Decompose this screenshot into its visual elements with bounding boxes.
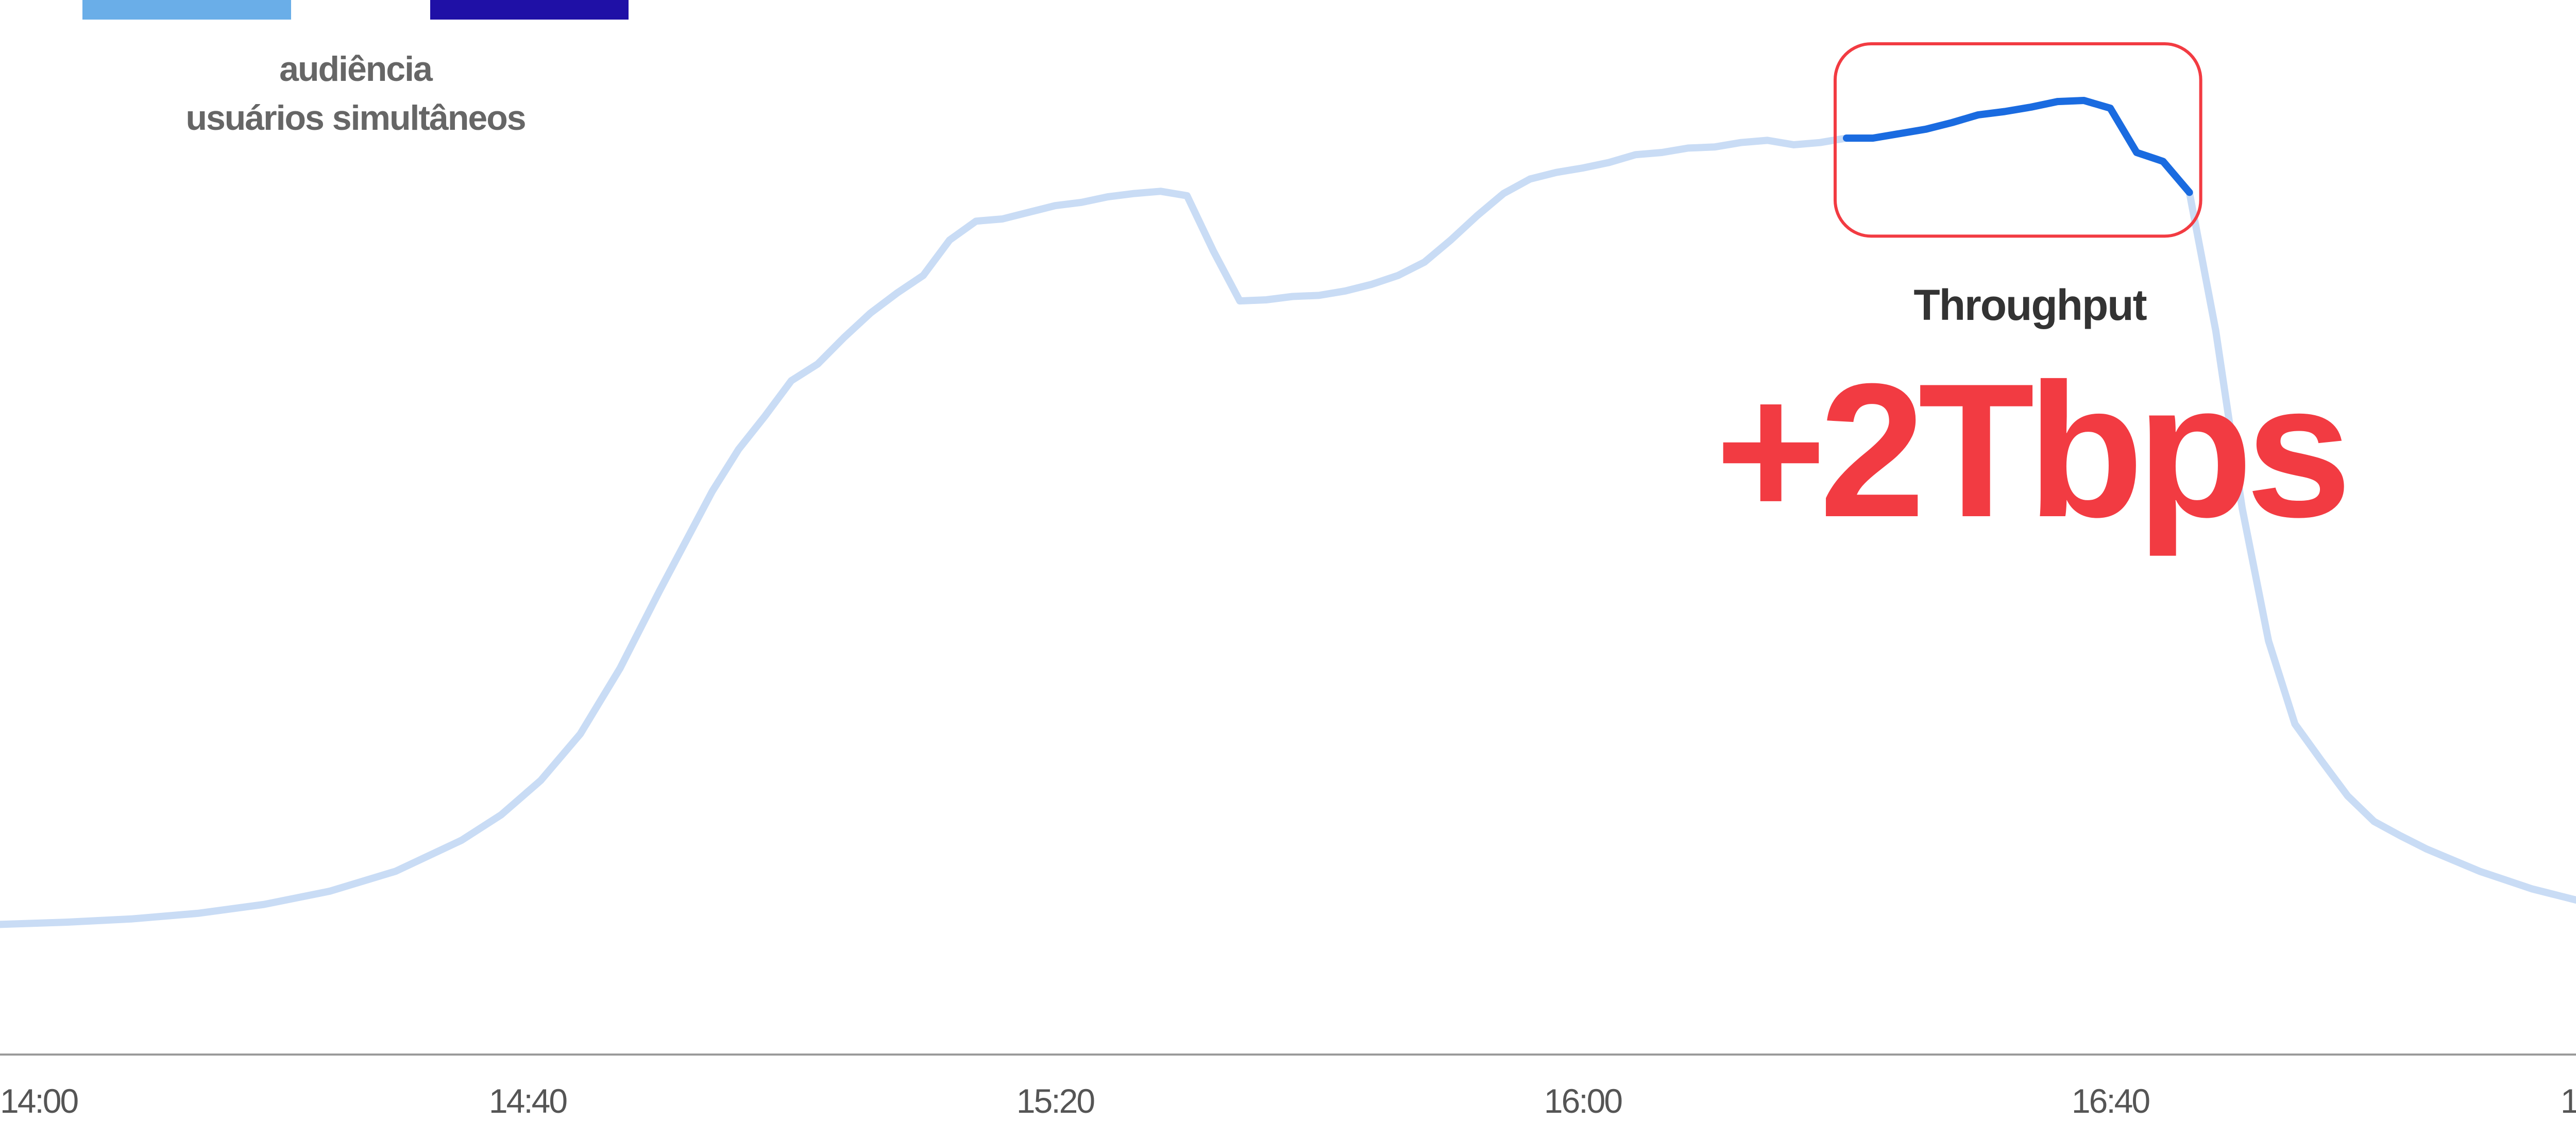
legend-swatch-usuarios-simultaneos bbox=[430, 0, 629, 20]
legend-label-usuarios-simultaneos: usuários simultâneos bbox=[185, 98, 526, 138]
series-line bbox=[0, 97, 2576, 928]
series-layer bbox=[0, 97, 2576, 928]
x-tick-label: 14:40 bbox=[489, 1082, 567, 1120]
x-tick-label: 17:20 bbox=[2561, 1082, 2576, 1120]
highlight-box bbox=[1834, 42, 2202, 238]
annotation-value: +2Tbps bbox=[1715, 344, 2352, 557]
x-axis-ticks: 14:00 14:40 15:20 16:00 16:40 17:20 bbox=[0, 1082, 2576, 1120]
x-tick-label: 16:00 bbox=[1544, 1082, 1622, 1120]
x-tick-label: 14:00 bbox=[0, 1082, 78, 1120]
legend-swatch-audiencia bbox=[82, 0, 291, 20]
x-tick-label: 15:20 bbox=[1016, 1082, 1094, 1120]
highlighted-series-segment bbox=[1843, 97, 2193, 196]
annotation-label: Throughput bbox=[1913, 281, 2147, 329]
x-tick-label: 16:40 bbox=[2072, 1082, 2149, 1120]
legend-label-audiencia: audiência bbox=[279, 49, 433, 89]
